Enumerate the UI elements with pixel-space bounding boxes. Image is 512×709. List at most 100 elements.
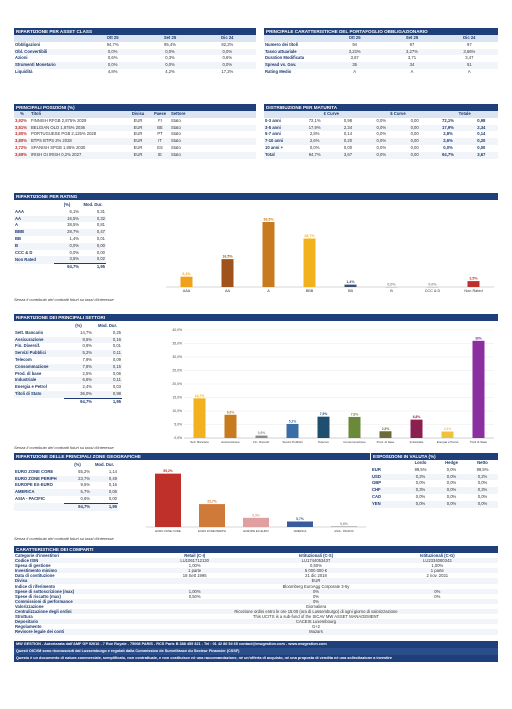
table-cell: 3,47 [465, 55, 474, 61]
table-cell: 0,00 [80, 242, 106, 250]
x-tick-label: Energia e Petrol [437, 440, 459, 444]
table-cell: A [353, 68, 357, 74]
table-cell: 0,0% [436, 500, 467, 508]
table-cell: 0,0% [364, 124, 398, 132]
table-cell: 0,09 [112, 356, 121, 362]
table-cell: 3,81% [14, 124, 30, 132]
table-row: 7-10 anni 2,6% 0,20 0,0% 0,00 2,6% 0,20 [264, 138, 498, 145]
compartment-label: Spesa di gestione [15, 563, 51, 569]
table-cell: GBP [372, 480, 382, 486]
compartment-value: 0% [434, 588, 441, 594]
table-cell: 0,0% [364, 151, 398, 159]
col-header: Ott 25 [326, 35, 384, 42]
compartment-value: Retail (C-I) [184, 553, 206, 558]
table-cell: 2,5% [82, 370, 92, 376]
bar [303, 238, 316, 287]
table-cell: 2,4% [82, 384, 92, 390]
col-group-header: $ Curve [364, 111, 432, 118]
table-row: Consommazione 7,8% 0,15 [14, 363, 122, 371]
bar [379, 431, 392, 438]
col-header: Hedge [445, 460, 458, 465]
geo-note: Senza il contributo dei contratti futuri… [14, 536, 114, 541]
table-cell: Servizi Pubblici [14, 350, 64, 357]
table-cell: 35 [326, 62, 384, 69]
table-cell: BB [15, 235, 22, 241]
x-tick-label: EUROPE EX-EURO [243, 529, 269, 533]
table-cell: EUR [126, 124, 150, 132]
section-title: ESPOSIZIONI IN VALUTA (%) [371, 453, 498, 460]
table-row: EUROPE EX-EURO 9,5% 0,16 [14, 482, 118, 489]
characteristics-section: PRINCIPALE CARATTERISTICHE DEL PORTAFOGL… [264, 28, 498, 76]
table-cell: 0,00 [410, 117, 419, 123]
table-row: Liquidità 4,8% 4,2% 17,2% [14, 69, 256, 76]
table-cell: 72,1% [442, 117, 454, 123]
table-cell [14, 264, 54, 271]
rating-note: Senza il contributo dei contratti futuri… [14, 297, 114, 302]
table-cell: IE [150, 151, 170, 159]
table-cell: 0,14 [343, 131, 353, 137]
table-cell: 72,1% [308, 117, 321, 123]
bar [348, 416, 361, 438]
table-cell: 2,6% [298, 138, 332, 145]
total-cell: 1,95 [93, 397, 122, 406]
table-row: AMERICA 5,7% 0,06 [14, 489, 118, 496]
section-title: RIPARTIZIONE PER RATING [14, 193, 498, 200]
table-cell: 7-10 anni [264, 138, 298, 145]
table-cell: Liquidità [15, 68, 33, 74]
table-cell: 0,0% [446, 480, 457, 486]
data-label: 0,9% [258, 431, 266, 435]
table-cell: Strumenti Monetario [14, 62, 84, 69]
table-cell: 3,66% [440, 48, 498, 56]
table-cell: 0,0% [405, 500, 436, 508]
table-cell: Prod. di base [15, 370, 42, 376]
y-tick-label: 25,0% [172, 369, 182, 373]
data-label: 38,5% [263, 217, 274, 221]
table-cell: 23,7% [64, 475, 91, 483]
table-cell: 0,98 [93, 390, 122, 399]
table-cell: Azioni [15, 55, 28, 61]
col-header: Ott 25 [84, 35, 142, 42]
table-cell: 94,7% [431, 151, 465, 159]
table-cell: 17,9% [298, 124, 332, 132]
table-cell: 2,34 [464, 124, 498, 132]
table-cell: EUR [133, 117, 143, 123]
table-cell: 0,31 [96, 208, 105, 214]
compartment-value: This UCITS is a sub-fund of the SICAV MW… [252, 614, 380, 620]
table-row: 3-5 anni 17,9% 2,34 0,0% 0,00 17,9% 2,34 [264, 124, 498, 132]
footer-line: MW GESTION - Autorizzata dall'AMF GP 920… [14, 641, 498, 648]
table-cell: Stato [171, 117, 181, 123]
table-row: Total 94,7% 3,67 0,0% 0,00 94,7% 3,67 [264, 151, 498, 159]
table-cell: 8,6% [64, 336, 93, 344]
asset-class-table: Ott 25 Set 25 Dic 24 Obbligazioni 94,7% 95… [14, 35, 256, 76]
table-cell: 38,5% [67, 222, 79, 228]
table-row: Energia e Petrol 2,4% 0,03 [14, 384, 122, 391]
table-cell: 4,2% [165, 68, 175, 74]
compartment-label: Centralizzazione degli ordini [15, 609, 72, 615]
data-label: 23,7% [207, 500, 217, 504]
compartment-value: Mazars [309, 629, 323, 635]
table-cell: AMERICA [14, 489, 64, 496]
table-cell: FI [158, 117, 162, 123]
data-label: 5,2% [289, 419, 297, 423]
table-cell: 17,9% [431, 124, 465, 132]
table-cell: 3,23% [326, 48, 384, 56]
table-cell: 0,11 [93, 350, 122, 357]
compartment-value: Istituzionali (C-G) [419, 553, 455, 558]
currency-table: Lordo Hedge Netto EUR 99,5% 0,0% 99,5% USD 0,… [371, 460, 498, 508]
x-tick-label: Titoli di Stato [470, 440, 488, 444]
table-row: Sett. Bancario 14,7% 0,25 [14, 330, 122, 337]
sectors-table: (%) Mod. Dur. Sett. Bancario 14,7% 0,25 Ass… [14, 323, 122, 406]
compartment-label: Spese di sottoscrizione (max) [15, 588, 75, 594]
table-cell: 0,01 [96, 235, 105, 241]
table-row: CAD 0,0% 0,0% 0,0% [371, 494, 498, 501]
table-cell: Stato [170, 138, 256, 145]
col-header: Mod. Dur. [83, 202, 103, 207]
x-tick-label: CCC & D [425, 289, 441, 293]
table-cell: 9,5% [80, 482, 90, 488]
table-cell: 55,2% [78, 468, 90, 474]
sectors-section: RIPARTIZIONE DEI PRINCIPALI SETTORI (%) … [14, 314, 498, 444]
col-header [264, 35, 326, 42]
compartment-label: Depositario [15, 619, 39, 625]
table-cell: 0,00 [343, 144, 353, 150]
data-label: 9,5% [252, 513, 260, 517]
